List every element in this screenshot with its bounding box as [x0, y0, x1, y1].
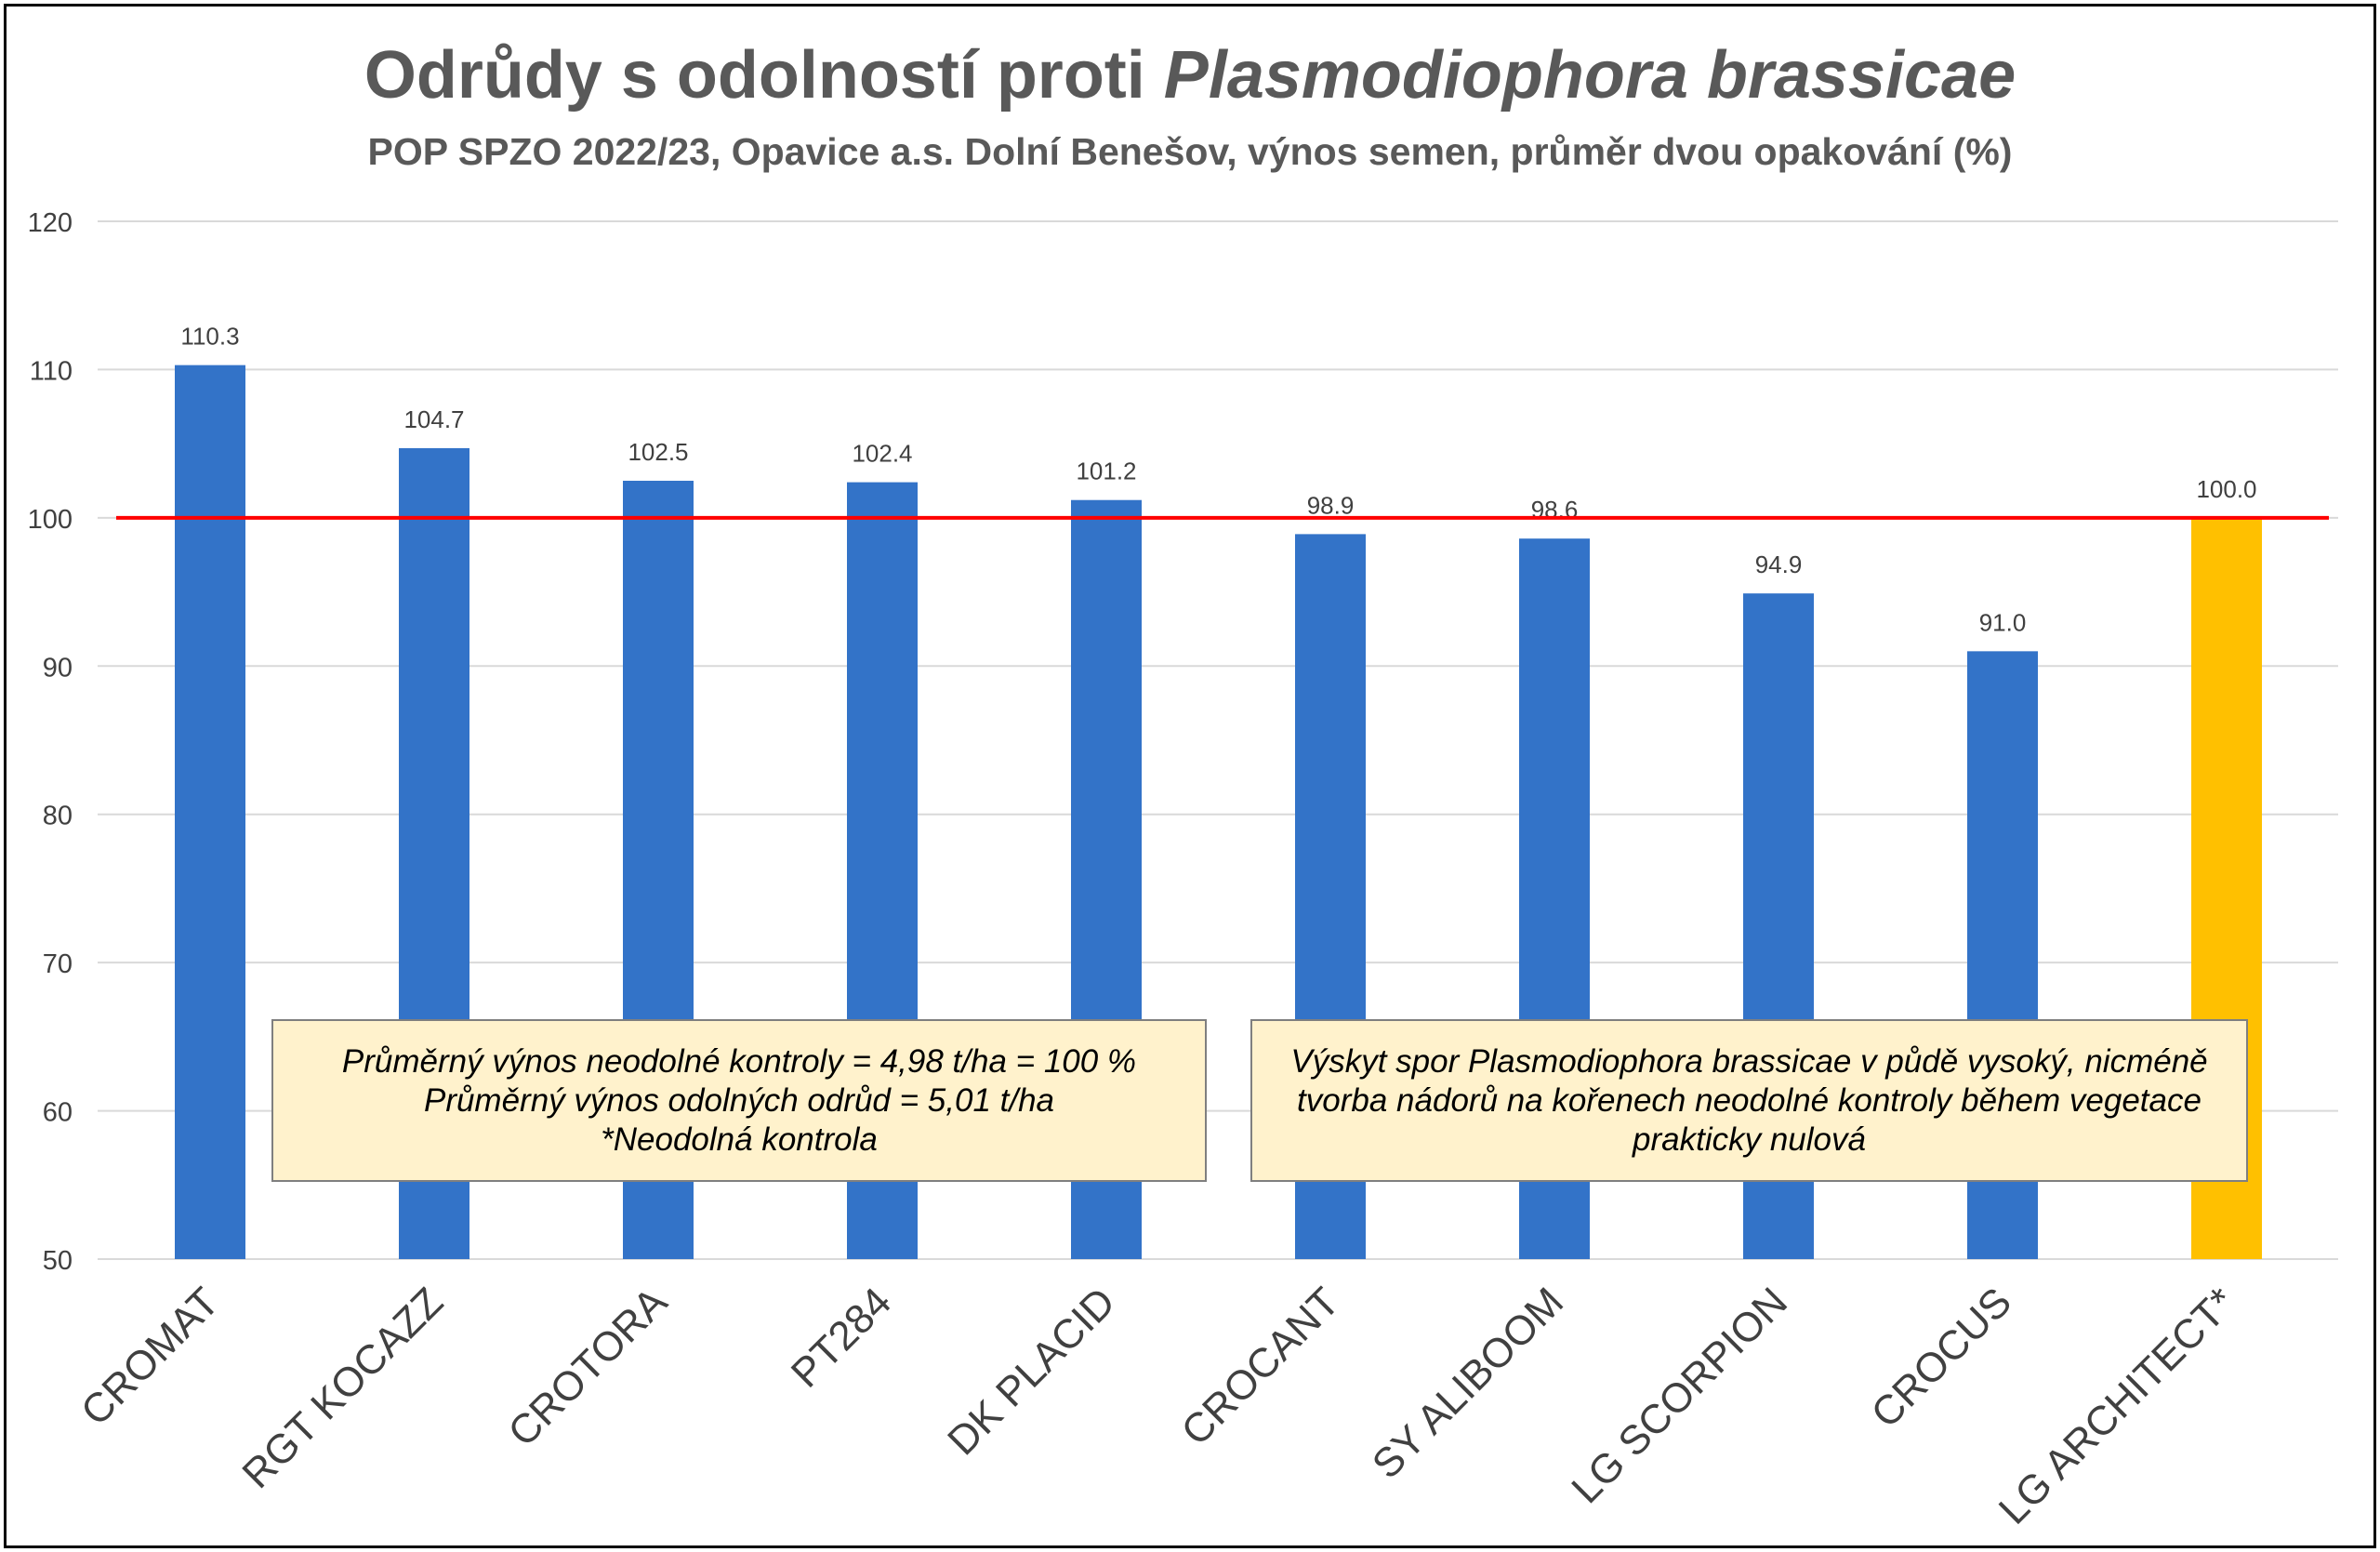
note-right-line-3: prakticky nulová [1633, 1121, 1866, 1158]
value-label: 100.0 [2196, 475, 2256, 503]
value-label: 91.0 [1979, 608, 2027, 636]
category-label: CROCANT [1173, 1279, 1348, 1453]
value-label: 101.2 [1076, 458, 1136, 485]
category-label: CROTORA [499, 1279, 676, 1455]
category-label: DK PLACID [939, 1279, 1124, 1464]
category-label: CROCUS [1863, 1279, 2020, 1436]
note-box-left: Průměrný výnos neodolné kontroly = 4,98 … [271, 1019, 1207, 1182]
note-box-right: Výskyt spor Plasmodiophora brassicae v p… [1250, 1019, 2248, 1182]
value-label: 110.3 [180, 323, 239, 351]
chart-title: Odrůdy s odolností proti Plasmodiophora … [0, 37, 2380, 113]
chart-title-plain: Odrůdy s odolností proti [364, 38, 1164, 113]
note-left-line-2: Průměrný výnos odolných odrůd = 5,01 t/h… [423, 1081, 1055, 1119]
bar [175, 365, 245, 1259]
chart-title-italic: Plasmodiophora brassicae [1163, 38, 2016, 113]
value-label: 94.9 [1755, 550, 1803, 578]
note-left-line-1: Průměrný výnos neodolné kontroly = 4,98 … [341, 1042, 1137, 1080]
category-label: CROMAT [73, 1279, 228, 1434]
note-left-line-3: *Neodolná kontrola [601, 1121, 878, 1158]
category-label: PT284 [783, 1279, 900, 1396]
y-tick-label: 100 [28, 505, 73, 535]
value-label: 102.4 [852, 440, 912, 468]
note-right-line-1: Výskyt spor Plasmodiophora brassicae v p… [1290, 1042, 2208, 1080]
category-label: LG SCORPION [1563, 1279, 1796, 1512]
note-right-line-2: tvorba nádorů na kořenech neodolné kontr… [1297, 1081, 2202, 1119]
value-label: 104.7 [403, 405, 464, 433]
y-tick-label: 120 [28, 208, 73, 238]
y-tick-label: 80 [43, 802, 73, 831]
y-tick-label: 110 [30, 356, 73, 386]
value-label: 98.9 [1307, 491, 1355, 519]
value-label: 102.5 [628, 438, 688, 466]
category-label: RGT KOCAZZ [233, 1279, 452, 1497]
category-label: LG ARCHITECT* [1990, 1279, 2244, 1532]
y-tick-label: 50 [43, 1246, 73, 1276]
category-label: SY ALIBOOM [1364, 1279, 1572, 1487]
chart-subtitle: POP SPZO 2022/23, Opavice a.s. Dolní Ben… [367, 130, 2013, 173]
y-tick-label: 60 [43, 1098, 73, 1128]
y-tick-label: 70 [43, 949, 73, 979]
y-tick-label: 90 [43, 653, 73, 683]
